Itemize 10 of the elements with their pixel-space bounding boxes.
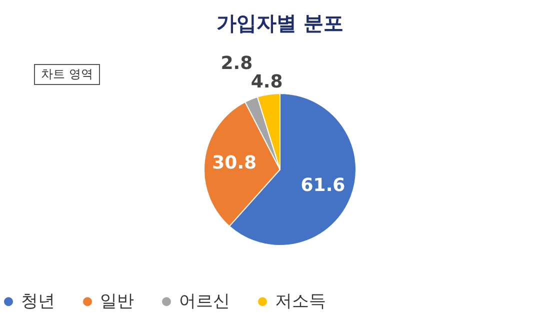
data-label: 4.8 xyxy=(250,72,283,92)
chart-area-tooltip: 차트 영역 xyxy=(34,64,100,85)
data-label: 61.6 xyxy=(300,174,346,196)
legend-label: 어르신 xyxy=(179,292,230,312)
legend-label: 저소득 xyxy=(275,292,326,312)
legend-label: 일반 xyxy=(100,292,134,312)
data-label: 2.8 xyxy=(220,53,253,74)
data-label: 30.8 xyxy=(212,152,257,174)
legend-label: 청년 xyxy=(21,292,55,312)
chart-title: 가입자별 분포 xyxy=(216,10,344,35)
